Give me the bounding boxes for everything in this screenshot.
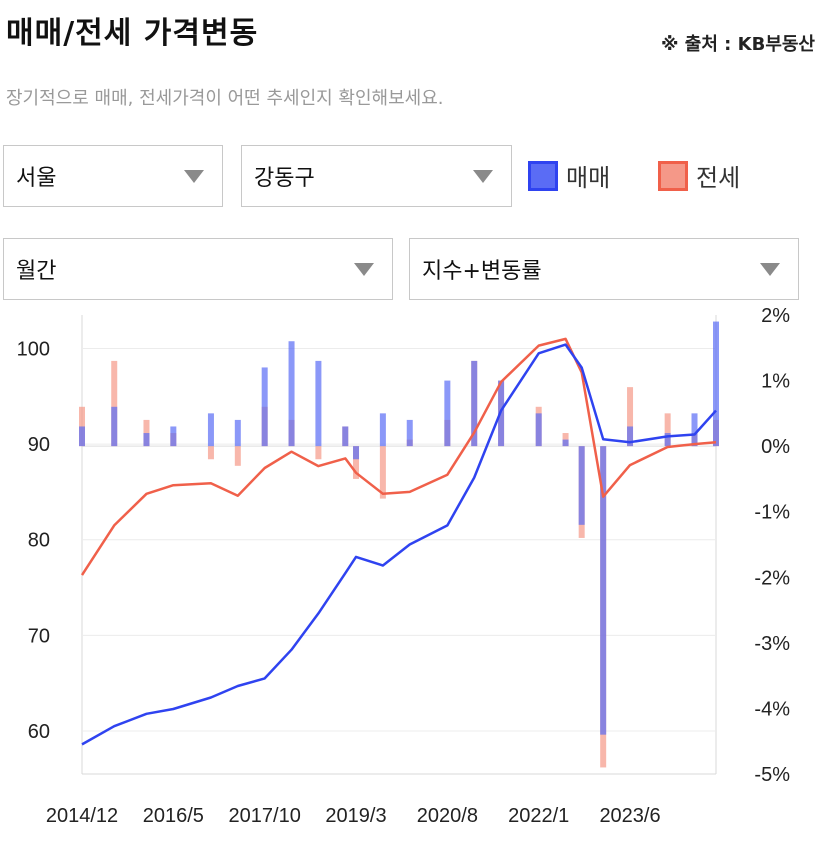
sale-index-line [81,343,717,746]
sale-change-bar [207,413,214,447]
chevron-down-icon [354,263,374,276]
legend-sale-swatch [528,160,558,191]
y-right-tick-label: 1% [761,371,790,393]
jeonse-change-bar [315,446,322,460]
chevron-down-icon [473,170,493,183]
district-select[interactable]: 강동구 [241,145,512,207]
sale-change-bar [379,413,386,447]
jeonse-change-bar [627,387,634,447]
sale-change-bar [261,367,268,447]
legend-sale[interactable]: 매매 [528,158,610,193]
legend-jeonse-label: 전세 [696,164,741,192]
jeonse-change-bar [379,446,386,499]
district-select-value: 강동구 [254,166,315,191]
sale-change-bar [627,426,634,447]
sale-change-bar [143,433,150,447]
change-bars [79,321,719,768]
y-right-tick-label: 0% [761,436,790,458]
subtitle: 장기적으로 매매, 전세가격이 어떤 추세인지 확인해보세요. [6,88,444,109]
jeonse-change-bar [111,360,118,447]
sale-change-bar [315,360,322,447]
sale-change-bar [342,426,349,447]
sale-change-bar [111,406,118,447]
jeonse-change-bar [207,446,214,460]
legend-jeonse[interactable]: 전세 [658,158,740,193]
y-left-tick-label: 100 [17,338,50,360]
sale-change-bar [600,446,607,735]
sale-change-bar [713,321,719,447]
sale-change-bar [170,426,177,447]
source-note: ※ 출처 : KB부동산 [661,34,815,55]
y-left-tick-label: 70 [28,625,50,647]
y-left-tick-label: 60 [28,721,50,743]
sale-change-bar [471,360,478,447]
sale-change-bar [691,413,698,447]
jeonse-change-bar [353,446,360,479]
sale-change-bar [535,413,542,447]
legend-jeonse-swatch [658,160,688,191]
chart-grid [81,315,717,775]
sale-change-bar [664,433,671,447]
y-right-tick-label: -2% [754,567,790,589]
x-tick-label: 2014/12 [46,805,118,827]
jeonse-change-bar [79,406,85,447]
period-select-value: 월간 [16,259,57,284]
metric-select[interactable]: 지수+변동률 [409,238,799,300]
y-right-tick-label: -5% [754,764,790,786]
chart-axes: 60 70 80 90 100 2% 1% 0% -1% -2% -3% -4% -5% 2014/12 2… [17,305,791,827]
jeonse-index-line [80,337,717,576]
sale-change-bar [288,341,295,447]
y-left-tick-label: 80 [28,530,50,552]
legend-sale-label: 매매 [566,164,611,192]
jeonse-change-bar [562,433,569,447]
sale-change-bar [353,446,360,460]
period-select[interactable]: 월간 [3,238,393,300]
y-right-tick-label: -1% [754,502,790,524]
sale-change-bar [562,439,569,447]
region-select-value: 서울 [16,166,57,191]
x-tick-label: 2020/8 [417,805,478,827]
chevron-down-icon [184,170,204,183]
page-title: 매매/전세 가격변동 [6,16,259,51]
sale-change-bar [406,419,413,447]
index-lines [80,337,717,746]
sale-change-bar [234,419,241,447]
jeonse-change-bar [664,413,671,447]
y-right-tick-label: 2% [761,305,790,327]
sale-change-bar [578,446,585,525]
region-select[interactable]: 서울 [3,145,223,207]
metric-select-value: 지수+변동률 [422,259,542,284]
jeonse-change-bar [234,446,241,466]
y-right-tick-label: -3% [754,633,790,655]
y-left-tick-label: 90 [28,434,50,456]
y-right-tick-label: -4% [754,698,790,720]
chevron-down-icon [760,263,780,276]
x-tick-label: 2019/3 [325,805,386,827]
sale-change-bar [79,426,85,447]
x-tick-label: 2016/5 [143,805,204,827]
x-tick-label: 2022/1 [508,805,569,827]
sale-change-bar [444,380,451,447]
x-tick-label: 2023/6 [599,805,660,827]
price-chart: 60 70 80 90 100 2% 1% 0% -1% -2% -3% -4% -5% 2014/12 2… [17,305,791,827]
x-tick-label: 2017/10 [229,805,301,827]
